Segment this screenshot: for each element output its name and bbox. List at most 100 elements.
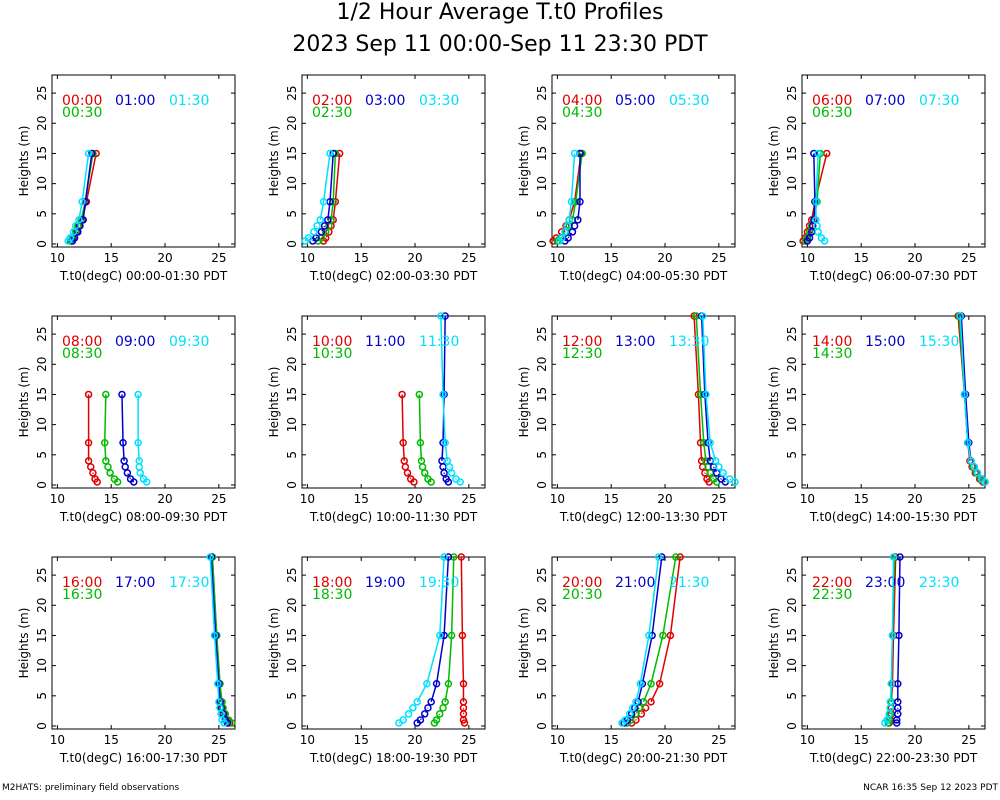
series-0130 [64, 149, 93, 245]
x-tick-label: 25 [461, 733, 476, 747]
y-tick-label: 0 [535, 481, 549, 489]
plot-frame [551, 556, 736, 730]
data-point [574, 216, 582, 224]
data-point [424, 475, 432, 483]
plot-frame [801, 74, 986, 248]
data-point [570, 149, 579, 158]
profile-panel: 10 15 20 25 0 5 10 15 20 25 Heights (m) T.t0(degC) … [17, 553, 236, 765]
x-axis-label: T.t0(degC) 22:00-23:30 PDT [809, 751, 978, 765]
data-point [628, 704, 637, 712]
y-tick-label: 25 [535, 85, 549, 100]
y-tick-label: 0 [785, 722, 799, 730]
legend-label: 01:00 [115, 93, 155, 109]
x-tick-label: 20 [907, 492, 922, 506]
data-point [319, 197, 328, 206]
data-point [715, 463, 723, 471]
series-line [418, 394, 423, 461]
data-point [398, 390, 406, 399]
plot-frame [51, 556, 236, 730]
data-point [457, 553, 466, 561]
series-line [889, 556, 895, 702]
series-1830 [430, 553, 458, 727]
y-tick-label: 5 [785, 210, 799, 218]
legend-label: 19:00 [365, 575, 405, 591]
data-point [399, 716, 407, 724]
data-point [441, 438, 449, 447]
y-axis-label: Heights (m) [767, 367, 781, 438]
data-point [102, 390, 110, 399]
y-tick-label: 10 [785, 417, 799, 432]
data-point [416, 438, 425, 447]
y-tick-label: 10 [35, 658, 49, 673]
y-tick-label: 20 [785, 116, 799, 131]
data-point [447, 631, 456, 640]
y-tick-label: 15 [35, 628, 49, 643]
data-point [814, 228, 822, 236]
series-0830 [100, 390, 122, 486]
data-point [400, 457, 409, 465]
y-tick-label: 25 [35, 85, 49, 100]
data-point [424, 704, 432, 712]
series-1000 [398, 390, 418, 486]
data-point [459, 698, 468, 706]
legend-label: 20:30 [562, 587, 602, 603]
data-point [698, 312, 707, 320]
series-0800 [84, 390, 101, 486]
series-line [637, 556, 663, 703]
data-point [126, 475, 135, 483]
y-tick-label: 20 [285, 598, 299, 613]
y-tick-label: 20 [535, 116, 549, 131]
data-point [304, 234, 313, 242]
series-line [700, 315, 711, 461]
x-tick-label: 25 [961, 492, 976, 506]
data-point [443, 457, 452, 465]
y-tick-label: 5 [535, 210, 549, 218]
series-line [568, 153, 576, 220]
data-point [444, 553, 453, 561]
legend-label: 16:00 [62, 575, 102, 591]
y-axis-label: Heights (m) [767, 608, 781, 679]
plot-frame [301, 315, 486, 489]
y-axis-label: Heights (m) [517, 367, 531, 438]
y-tick-label: 10 [285, 417, 299, 432]
legend-label: 07:00 [865, 93, 905, 109]
data-point [84, 457, 93, 465]
data-point [66, 234, 75, 242]
y-tick-label: 15 [285, 146, 299, 161]
data-point [404, 710, 413, 718]
legend-label: 10:30 [312, 346, 352, 362]
data-point [970, 463, 978, 471]
x-axis-label: T.t0(degC) 14:00-15:30 PDT [809, 510, 978, 524]
data-point [437, 312, 445, 320]
x-tick-label: 25 [961, 733, 976, 747]
data-point [423, 679, 431, 688]
y-tick-label: 20 [535, 357, 549, 372]
data-point [894, 698, 902, 706]
y-tick-label: 5 [535, 451, 549, 459]
y-tick-label: 25 [785, 326, 799, 341]
y-tick-label: 0 [785, 240, 799, 248]
data-point [814, 149, 822, 158]
data-point [621, 716, 629, 724]
y-tick-label: 5 [35, 451, 49, 459]
data-point [625, 710, 634, 718]
legend-label: 15:30 [919, 334, 959, 350]
legend-label: 13:00 [615, 334, 655, 350]
y-tick-label: 0 [35, 481, 49, 489]
data-point [444, 679, 453, 688]
series-line [440, 315, 449, 461]
x-tick-label: 25 [711, 492, 726, 506]
x-tick-label: 15 [604, 251, 619, 265]
data-point [317, 228, 326, 236]
y-tick-label: 25 [35, 326, 49, 341]
data-point [964, 438, 972, 447]
legend-label: 08:30 [62, 346, 102, 362]
data-point [84, 149, 93, 158]
y-tick-label: 10 [785, 176, 799, 191]
y-tick-label: 0 [535, 722, 549, 730]
legend-label: 14:30 [812, 346, 852, 362]
series-line [137, 394, 140, 461]
legend-label: 00:30 [62, 105, 102, 121]
legend-label: 13:30 [669, 334, 709, 350]
y-tick-label: 15 [285, 387, 299, 402]
